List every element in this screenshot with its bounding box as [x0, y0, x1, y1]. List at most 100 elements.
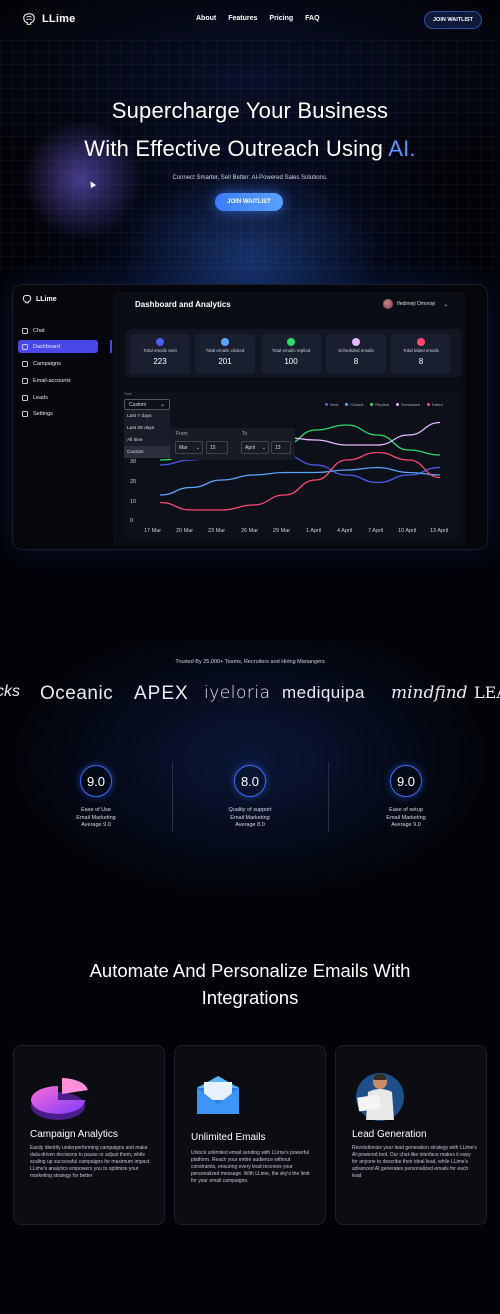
brand-logo: APEX: [134, 683, 189, 704]
user-menu[interactable]: Ifedimeji Omoniyi ⌄: [383, 299, 448, 309]
legend-swatch: [370, 403, 374, 406]
legend-swatch: [426, 403, 430, 406]
chart-legend: Sent Clicked Replied Scheduled Failed: [325, 402, 443, 407]
x-tick-label: 7 April: [368, 528, 384, 534]
nav-link-faq[interactable]: FAQ: [305, 15, 320, 22]
stat-label: Total emails sent: [143, 348, 177, 353]
avatar: [383, 299, 393, 309]
sidebar-item-label: Campaigns: [33, 360, 61, 367]
hero-join-waitlist-button[interactable]: JOIN WAITLIST: [215, 193, 283, 211]
sidebar-item-label: Leads: [33, 394, 48, 401]
date-range-menu: Last 7 days Last 28 days All time Custom: [124, 410, 170, 458]
legend-swatch: [345, 403, 349, 406]
brain-logo-icon: [22, 294, 32, 304]
trusted-by-text: Trusted By 25,000+ Teams, Recruiters and…: [175, 659, 325, 665]
dashboard-brand-name: LLime: [36, 295, 57, 303]
from-label: From: [176, 431, 188, 437]
rating-score: 8.0: [234, 765, 266, 797]
series-line-failed: [159, 451, 441, 511]
x-tick-label: 4 April: [337, 528, 353, 534]
envelope-icon: [197, 1076, 239, 1114]
rating-category: Email Marketing: [230, 814, 270, 821]
card-text: Easily identify underperforming campaign…: [30, 1145, 151, 1179]
brand-logo[interactable]: LLime: [22, 12, 75, 26]
menu-item-last-7-days[interactable]: Last 7 days: [127, 413, 152, 419]
custom-date-panel: From To Mar ⌄ 15 April ⌄ 13: [170, 428, 295, 460]
leads-icon: [22, 394, 28, 401]
rating-average: Average 9.0: [81, 822, 111, 828]
card-title: Unlimited Emails: [191, 1132, 266, 1143]
stat-label: Total emails clicked: [205, 348, 245, 353]
stat-card-sent: Total emails sent 223: [130, 334, 190, 374]
hero-title-line-2-text: With Effective Outreach Using: [84, 136, 389, 161]
stat-dot: [221, 338, 229, 346]
x-tick-label: 17 Mar: [144, 528, 162, 534]
y-tick-label: 20: [130, 479, 137, 485]
menu-item-last-28-days[interactable]: Last 28 days: [127, 425, 155, 431]
from-day-input[interactable]: 15: [206, 441, 228, 454]
menu-item-custom[interactable]: Custom: [124, 446, 170, 458]
nav-links: About Features Pricing FAQ: [196, 15, 320, 22]
brand-logo: iyeloria: [204, 683, 271, 703]
card-title: Lead Generation: [352, 1129, 427, 1140]
menu-item-all-time[interactable]: All time: [127, 437, 143, 443]
card-title: Campaign Analytics: [30, 1129, 118, 1140]
sidebar-item-dashboard[interactable]: Dashboard: [18, 340, 98, 353]
brand-logo: mindfind: [391, 683, 468, 703]
to-label: To: [242, 431, 248, 437]
sidebar-item-campaigns[interactable]: Campaigns: [18, 357, 98, 370]
legend-item: Sent: [325, 402, 338, 407]
nav-link-about[interactable]: About: [196, 15, 217, 22]
rating-quality-of-support: 8.0 Quality of support Email Marketing A…: [200, 765, 300, 830]
sidebar-item-settings[interactable]: Settings: [18, 407, 98, 420]
date-range-value: Custom: [129, 401, 147, 408]
x-tick-label: 20 Mar: [176, 528, 194, 534]
sidebar-item-label: Email-accounts: [33, 377, 71, 384]
sidebar-item-chat[interactable]: Chat: [18, 324, 98, 337]
stat-value: 8: [353, 357, 359, 366]
x-tick-label: 13 April: [430, 528, 449, 534]
nav-link-features[interactable]: Features: [228, 15, 258, 22]
to-day-value: 13: [275, 444, 281, 451]
nav-join-waitlist-button[interactable]: JOIN WAITLIST: [424, 11, 482, 29]
to-month-select[interactable]: April ⌄: [241, 441, 269, 454]
date-range-select[interactable]: Custom ⌄: [124, 399, 170, 410]
from-month-select[interactable]: Mar ⌄: [175, 441, 203, 454]
from-month-value: Mar: [179, 444, 188, 451]
legend-label: Scheduled: [400, 402, 420, 407]
chat-icon: [22, 327, 28, 334]
stat-value: 201: [218, 357, 232, 366]
brand-logo: mediquipa: [282, 683, 365, 702]
nav-link-pricing[interactable]: Pricing: [269, 15, 294, 22]
rating-text: Quality of support Email Marketing Avera…: [200, 807, 300, 830]
feature-card-campaign-analytics: Campaign Analytics Easily identify under…: [13, 1045, 165, 1225]
stat-card-replied: Total emails replied 100: [261, 334, 321, 374]
active-indicator: [110, 340, 112, 353]
hero-title-accent: AI.: [388, 136, 416, 161]
sidebar-item-email-accounts[interactable]: Email-accounts: [18, 374, 98, 387]
analytics-chart: [125, 392, 462, 540]
rating-title: Quality of support: [228, 807, 272, 813]
rating-text: Ease of setup Email Marketing Average 9.…: [356, 807, 456, 830]
stat-label: Total emails replied: [271, 348, 311, 353]
brand-logo: LEAN: [474, 683, 500, 702]
stat-card-scheduled: Scheduled emails 8: [326, 334, 386, 374]
sidebar-item-leads[interactable]: Leads: [18, 391, 98, 404]
rating-category: Email Marketing: [386, 814, 426, 821]
rating-average: Average 8.0: [235, 822, 265, 828]
rating-ease-of-setup: 9.0 Ease of setup Email Marketing Averag…: [356, 765, 456, 830]
feature-card-lead-generation: Lead Generation Revolutionize your lead …: [335, 1045, 487, 1225]
stat-value: 8: [418, 357, 424, 366]
top-nav: LLime About Features Pricing FAQ JOIN WA…: [0, 0, 500, 40]
rating-title: Ease of setup: [389, 807, 423, 813]
mouse-cursor-icon: [87, 179, 97, 189]
legend-label: Failed: [431, 402, 443, 407]
chevron-down-icon: ⌄: [159, 402, 165, 408]
rating-score: 9.0: [80, 765, 112, 797]
stat-dot: [156, 338, 164, 346]
card-text: Unlock unlimited email sending with LLim…: [191, 1150, 310, 1184]
stat-dot: [417, 338, 425, 346]
to-day-input[interactable]: 13: [271, 441, 291, 454]
x-tick-label: 23 Mar: [208, 528, 226, 534]
hero-title-line-2: With Effective Outreach Using AI.: [0, 136, 500, 162]
